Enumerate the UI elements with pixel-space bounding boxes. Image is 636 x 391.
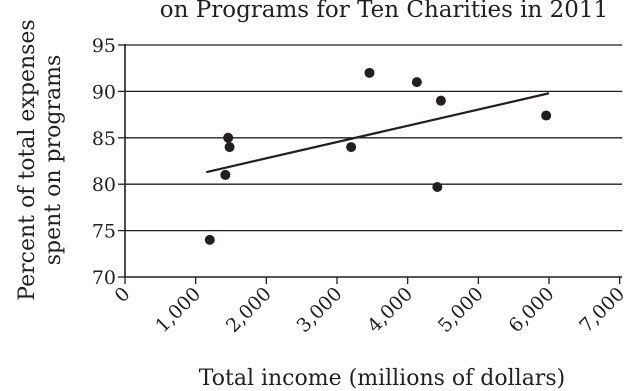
x-tick-label: 1,000 [151, 283, 205, 337]
data-point [432, 181, 443, 192]
x-tick-label: 4,000 [363, 283, 417, 337]
y-tick-label: 80 [92, 174, 116, 196]
x-tick-label: 3,000 [293, 283, 347, 337]
data-point [364, 67, 375, 78]
data-points [204, 67, 552, 245]
data-point [204, 234, 215, 245]
data-point [435, 95, 446, 106]
y-tick-label: 75 [92, 221, 116, 243]
x-tick-label: 0 [110, 283, 134, 307]
x-tick-label: 6,000 [505, 283, 559, 337]
data-point [346, 142, 357, 153]
trendline [206, 92, 550, 174]
x-tick-label: 5,000 [434, 283, 488, 337]
y-axis-label: Percent of total expenses spent on progr… [15, 19, 66, 300]
x-tick-label: 7,000 [575, 283, 629, 337]
data-point [223, 132, 234, 143]
y-axis-label-line-1: Percent of total expenses [15, 19, 40, 300]
x-tick-labels: 0 1,000 2,000 3,000 4,000 5,000 6,000 7,000 [110, 277, 629, 337]
y-tick-label: 95 [92, 35, 116, 57]
data-point [541, 110, 552, 121]
y-tick-labels: 70 75 80 85 90 95 [92, 35, 125, 289]
data-point [224, 142, 235, 153]
y-tick-label: 90 [92, 81, 116, 103]
y-tick-label: 85 [92, 128, 116, 150]
gridlines [125, 44, 622, 232]
x-tick-label: 2,000 [222, 283, 276, 337]
y-axis-label-line-2: spent on programs [41, 55, 66, 266]
trendline-segment [206, 92, 550, 174]
chart-title: on Programs for Ten Charities in 2011 [160, 0, 608, 23]
data-point [220, 169, 231, 180]
y-tick-label: 70 [92, 267, 116, 289]
x-axis-label: Total income (millions of dollars) [199, 366, 565, 391]
data-point [411, 77, 422, 88]
axes [124, 44, 622, 278]
